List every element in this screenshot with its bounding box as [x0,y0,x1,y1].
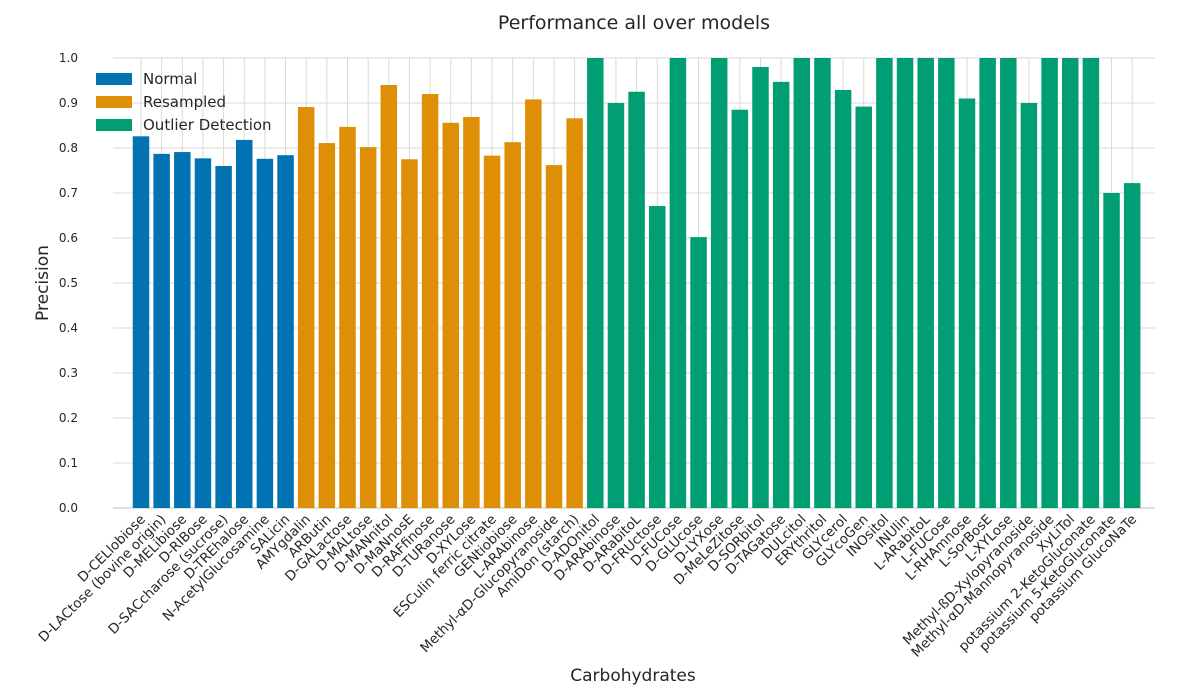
bar [669,58,687,508]
bar [958,98,976,508]
legend-swatch [96,73,132,85]
bar [979,58,996,508]
bar [1103,193,1120,508]
bar [1062,58,1079,508]
bar [814,58,831,508]
bar [752,67,769,508]
y-axis-label: Precision [33,245,53,321]
y-tick-label: 0.8 [59,141,78,155]
y-tick-label: 0.5 [59,276,78,290]
bar [917,58,934,508]
y-tick-label: 0.6 [59,231,78,245]
bar [277,155,294,508]
bar [215,166,232,508]
bar [401,159,418,508]
bar [793,58,811,508]
bar [710,58,728,508]
bar [339,126,356,508]
bar [1041,58,1058,508]
bar [566,118,583,509]
bar [545,165,563,508]
bar [318,143,336,509]
bar [1123,183,1141,508]
legend: Normal Resampled Outlier Detection [96,70,272,134]
bar [876,58,893,508]
y-tick-label: 0.7 [59,186,78,200]
bar [607,103,625,508]
bar [834,89,852,508]
legend-label: Resampled [143,93,226,111]
y-axis-ticks: 0.0 0.1 0.2 0.3 0.4 0.5 0.6 0.7 0.8 0.9 1.0 [59,51,78,515]
bar [1000,58,1017,508]
y-tick-label: 0.0 [59,501,78,515]
bar [463,116,480,508]
bar [1082,58,1100,508]
chart-title: Performance all over models [498,12,770,34]
bar [153,153,170,508]
bar [174,152,191,509]
bar [132,136,150,509]
bar [194,158,212,508]
legend-swatch [96,119,132,131]
bar [938,58,955,508]
legend-label: Outlier Detection [143,116,272,134]
bar [256,158,274,509]
bar [504,142,521,508]
bar [587,58,604,508]
bar [442,122,459,509]
bar [690,237,707,508]
bar [525,99,542,509]
bar [896,58,914,508]
y-tick-label: 0.3 [59,366,78,380]
y-tick-label: 0.1 [59,456,78,470]
legend-swatch [96,96,132,108]
legend-label: Normal [143,70,197,88]
y-tick-label: 1.0 [59,51,78,65]
bar [380,85,398,508]
bar [855,106,872,508]
bar [731,109,749,508]
y-tick-label: 0.9 [59,96,78,110]
bar [236,139,253,508]
bar [628,91,645,508]
bar [359,147,377,508]
bar [421,94,439,508]
bar [1020,103,1038,508]
bars [132,58,1141,509]
bar [483,155,501,508]
y-tick-label: 0.2 [59,411,78,425]
bar [649,206,666,509]
x-tick-label: D-LACtose (bovine origin) [36,512,170,646]
bar [772,81,790,508]
x-axis-label: Carbohydrates [570,666,696,686]
y-tick-label: 0.4 [59,321,78,335]
bar [297,107,315,509]
